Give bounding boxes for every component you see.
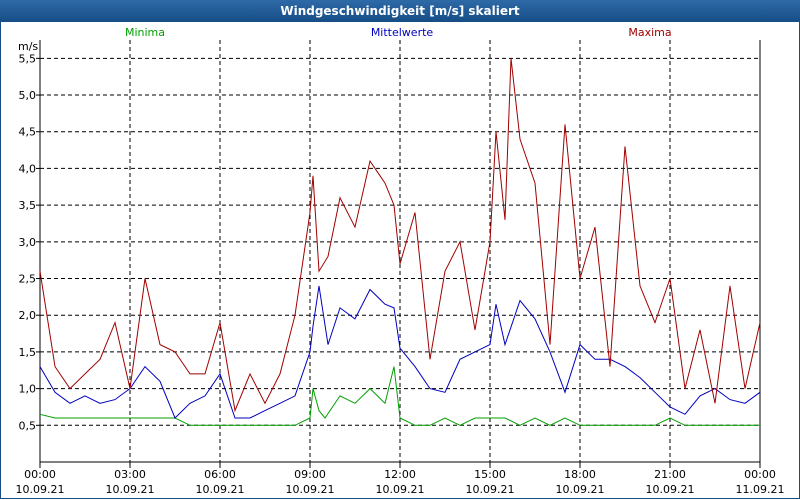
x-tick-time: 09:00: [294, 468, 326, 481]
x-tick-date: 10.09.21: [556, 483, 605, 496]
series-line-maxima: [39, 58, 761, 413]
x-tick-time: 15:00: [474, 468, 506, 481]
y-tick-label: 2,0: [19, 309, 37, 322]
y-tick-label: 3,0: [19, 236, 37, 249]
y-axis-label: m/s: [18, 40, 38, 53]
x-tick-time: 06:00: [204, 468, 236, 481]
y-tick-label: 1,0: [19, 383, 37, 396]
y-tick-label: 0,5: [19, 419, 37, 432]
x-tick-date: 10.09.21: [466, 483, 515, 496]
x-tick-date: 11.09.21: [736, 483, 785, 496]
series-line-minima: [39, 366, 760, 426]
y-tick-label: 3,5: [19, 199, 37, 212]
y-tick-label: 2,5: [19, 273, 37, 286]
y-tick-label: 4,5: [19, 126, 37, 139]
legend-mittelwerte: Mittelwerte: [371, 26, 434, 39]
x-tick-time: 12:00: [384, 468, 416, 481]
x-tick-date: 10.09.21: [376, 483, 425, 496]
x-tick-time: 03:00: [114, 468, 146, 481]
y-tick-label: 1,5: [19, 346, 37, 359]
x-tick-date: 10.09.21: [196, 483, 245, 496]
x-tick-date: 10.09.21: [646, 483, 695, 496]
x-tick-time: 00:00: [24, 468, 56, 481]
y-tick-label: 4,0: [19, 162, 37, 175]
series-line-mittelwerte: [39, 285, 761, 419]
legend-minima: Minima: [125, 26, 165, 39]
x-tick-time: 21:00: [654, 468, 686, 481]
x-tick-date: 10.09.21: [286, 483, 335, 496]
window-title: Windgeschwindigkeit [m/s] skaliert: [0, 0, 800, 22]
y-tick-label: 5,0: [19, 89, 37, 102]
x-tick-date: 10.09.21: [16, 483, 65, 496]
legend-maxima: Maxima: [628, 26, 671, 39]
x-tick-date: 10.09.21: [106, 483, 155, 496]
y-tick-label: 5,5: [19, 52, 37, 65]
wind-speed-chart: 0,5 1,0 1,5 2,0 2,5 3,0 3,5 4,0 4,5 5,0 5,5 00:00 10…: [16, 26, 785, 496]
x-tick-time: 18:00: [564, 468, 596, 481]
x-tick-time: 00:00: [744, 468, 776, 481]
